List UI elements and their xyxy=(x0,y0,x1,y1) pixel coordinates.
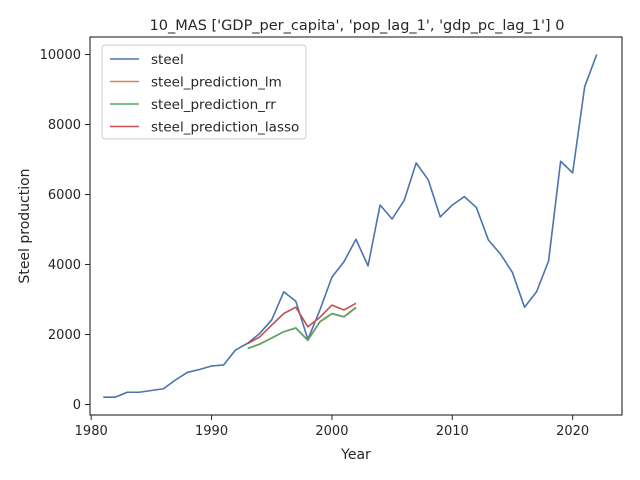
x-tick-label: 2020 xyxy=(556,424,589,439)
y-tick-label: 2000 xyxy=(48,328,81,343)
y-tick-label: 4000 xyxy=(48,258,81,273)
series-line-steel-prediction-rr xyxy=(247,306,357,350)
series-line-steel-prediction-lasso xyxy=(247,302,357,345)
x-tick-label: 1990 xyxy=(195,424,228,439)
legend: steel steel_prediction_lm steel_prediction… xyxy=(101,44,307,140)
x-tick-label: 2010 xyxy=(436,424,469,439)
y-tick-label: 8000 xyxy=(48,118,81,133)
x-tick-label: 1980 xyxy=(75,424,108,439)
legend-box xyxy=(101,44,307,140)
y-tick-label: 10000 xyxy=(40,48,81,63)
chart-title: 10_MAS ['GDP_per_capita', 'pop_lag_1', '… xyxy=(150,18,565,34)
legend-label: steel_prediction_lasso xyxy=(151,120,299,136)
plot-frame xyxy=(89,36,623,416)
series-line-steel xyxy=(103,54,598,398)
legend-label: steel_prediction_lm xyxy=(151,75,282,91)
x-axis-label: Year xyxy=(340,447,371,463)
y-tick-label: 6000 xyxy=(48,188,81,203)
legend-label: steel xyxy=(151,52,184,68)
x-tick-label: 2000 xyxy=(315,424,348,439)
y-axis-label: Steel production xyxy=(17,168,33,283)
y-tick-label: 0 xyxy=(73,398,81,413)
legend-label: steel_prediction_rr xyxy=(151,97,276,113)
